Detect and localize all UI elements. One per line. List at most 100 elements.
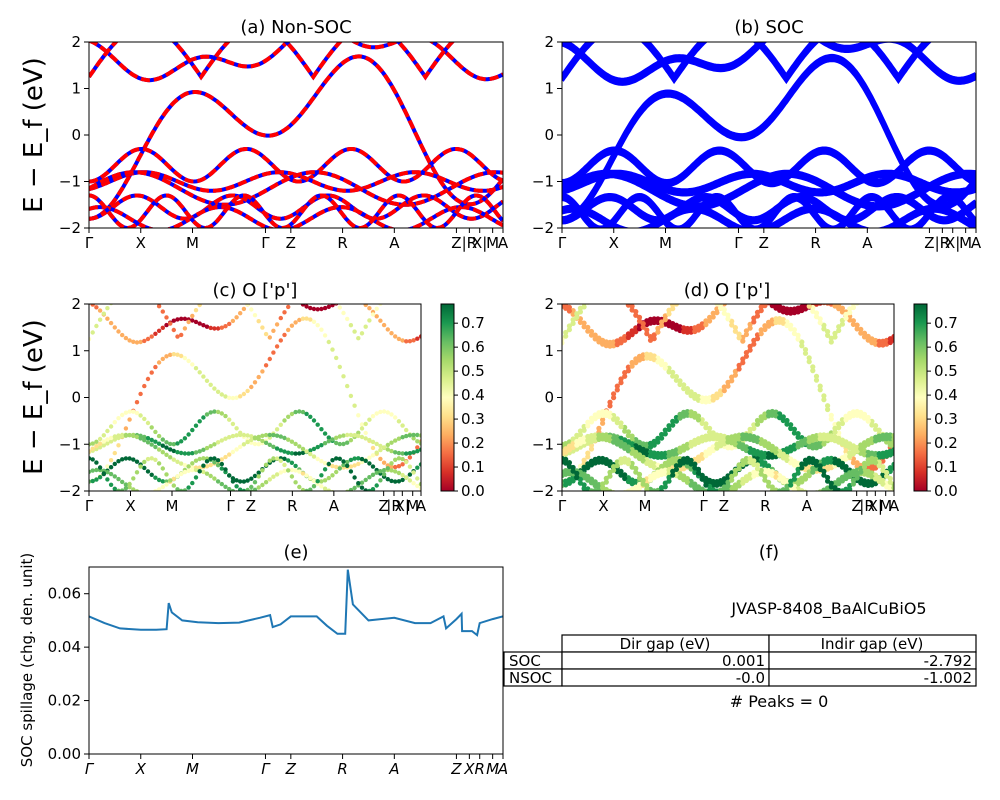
projection-point [381, 409, 387, 414]
projection-point [208, 456, 213, 461]
projection-point [256, 319, 261, 324]
projection-point [156, 487, 162, 491]
projection-point [795, 336, 801, 342]
projection-point [234, 484, 239, 489]
projection-point [393, 288, 397, 292]
x-tick-label: Z [759, 234, 769, 252]
projection-point [773, 491, 778, 496]
x-tick-label: M [186, 760, 199, 778]
projection-point [692, 465, 698, 471]
projection-point [227, 417, 232, 422]
projection-point [297, 444, 302, 449]
projection-point [758, 418, 764, 424]
x-tick-label: X [598, 497, 608, 515]
projection-point [674, 298, 679, 303]
projection-point [607, 403, 613, 409]
projection-point [677, 462, 683, 468]
projection-point [725, 383, 731, 389]
projection-point [94, 460, 99, 465]
projection-point [186, 451, 191, 456]
projection-point [197, 449, 202, 454]
projection-point [142, 383, 147, 389]
colorbar-tick-label: 0.5 [461, 362, 485, 380]
projection-point [865, 418, 871, 424]
projection-point [105, 316, 110, 321]
projection-point [260, 468, 265, 473]
projection-point [593, 293, 598, 298]
projection-point [792, 287, 797, 292]
projection-point [636, 318, 643, 324]
projection-point [319, 459, 324, 464]
projection-point [352, 329, 357, 334]
projection-point [215, 479, 221, 484]
projection-point [710, 432, 716, 438]
projection-point [618, 468, 624, 474]
projection-point [385, 447, 390, 452]
projection-point [662, 467, 668, 473]
projection-point [286, 414, 291, 419]
projection-point [788, 482, 794, 488]
projection-point [600, 485, 606, 491]
projection-point [131, 433, 136, 439]
projection-point [263, 363, 269, 368]
projection-point [171, 318, 176, 323]
projection-point [105, 428, 110, 434]
projection-point [799, 343, 805, 349]
projection-point [766, 451, 772, 457]
x-tick-label: Γ [558, 234, 567, 252]
projection-point [359, 422, 365, 427]
projection-point [385, 327, 390, 332]
projection-point [326, 439, 331, 444]
projection-point [876, 478, 882, 484]
projection-point [869, 422, 875, 428]
x-tick-label: Z [379, 497, 389, 515]
projection-point [359, 426, 365, 431]
projection-point [97, 308, 103, 313]
projection-point [356, 481, 361, 486]
projection-point [311, 446, 317, 452]
projection-point [160, 309, 165, 314]
projection-point [688, 393, 694, 399]
projection-point [622, 445, 628, 451]
projection-point [90, 330, 95, 335]
projection-point [681, 386, 687, 392]
projection-point [710, 447, 716, 454]
projection-point [378, 447, 383, 453]
projection-point [109, 304, 114, 306]
header-dir-gap: Dir gap (eV) [620, 635, 711, 653]
projection-point [234, 433, 239, 438]
projection-point [123, 410, 129, 415]
projection-point [858, 469, 864, 475]
projection-point [588, 419, 595, 425]
x-tick-label: X| [472, 234, 487, 252]
projection-point [415, 336, 420, 341]
projection-point [563, 329, 569, 336]
projection-point [802, 350, 809, 356]
projection-point [241, 479, 247, 484]
projection-point [396, 456, 402, 461]
projection-point [131, 487, 136, 491]
projection-point [566, 323, 573, 329]
projection-point [282, 332, 287, 338]
projection-point [263, 440, 269, 445]
projection-point [322, 441, 328, 446]
projection-point [149, 425, 154, 430]
projection-point [666, 365, 672, 371]
projection-point [593, 492, 598, 497]
projection-point [378, 469, 383, 474]
projection-point [204, 464, 210, 469]
projection-point [408, 287, 412, 291]
projection-point [699, 420, 705, 426]
projection-point [193, 450, 199, 455]
projection-point [614, 463, 620, 469]
projection-point [238, 479, 243, 484]
projection-point [854, 448, 860, 454]
projection-point [219, 325, 224, 330]
projection-point [854, 304, 860, 306]
projection-point [825, 297, 830, 302]
projection-point [400, 423, 405, 428]
projection-point [252, 441, 258, 447]
projection-point [666, 311, 672, 317]
projection-point [153, 364, 158, 370]
projection-point [348, 438, 354, 443]
